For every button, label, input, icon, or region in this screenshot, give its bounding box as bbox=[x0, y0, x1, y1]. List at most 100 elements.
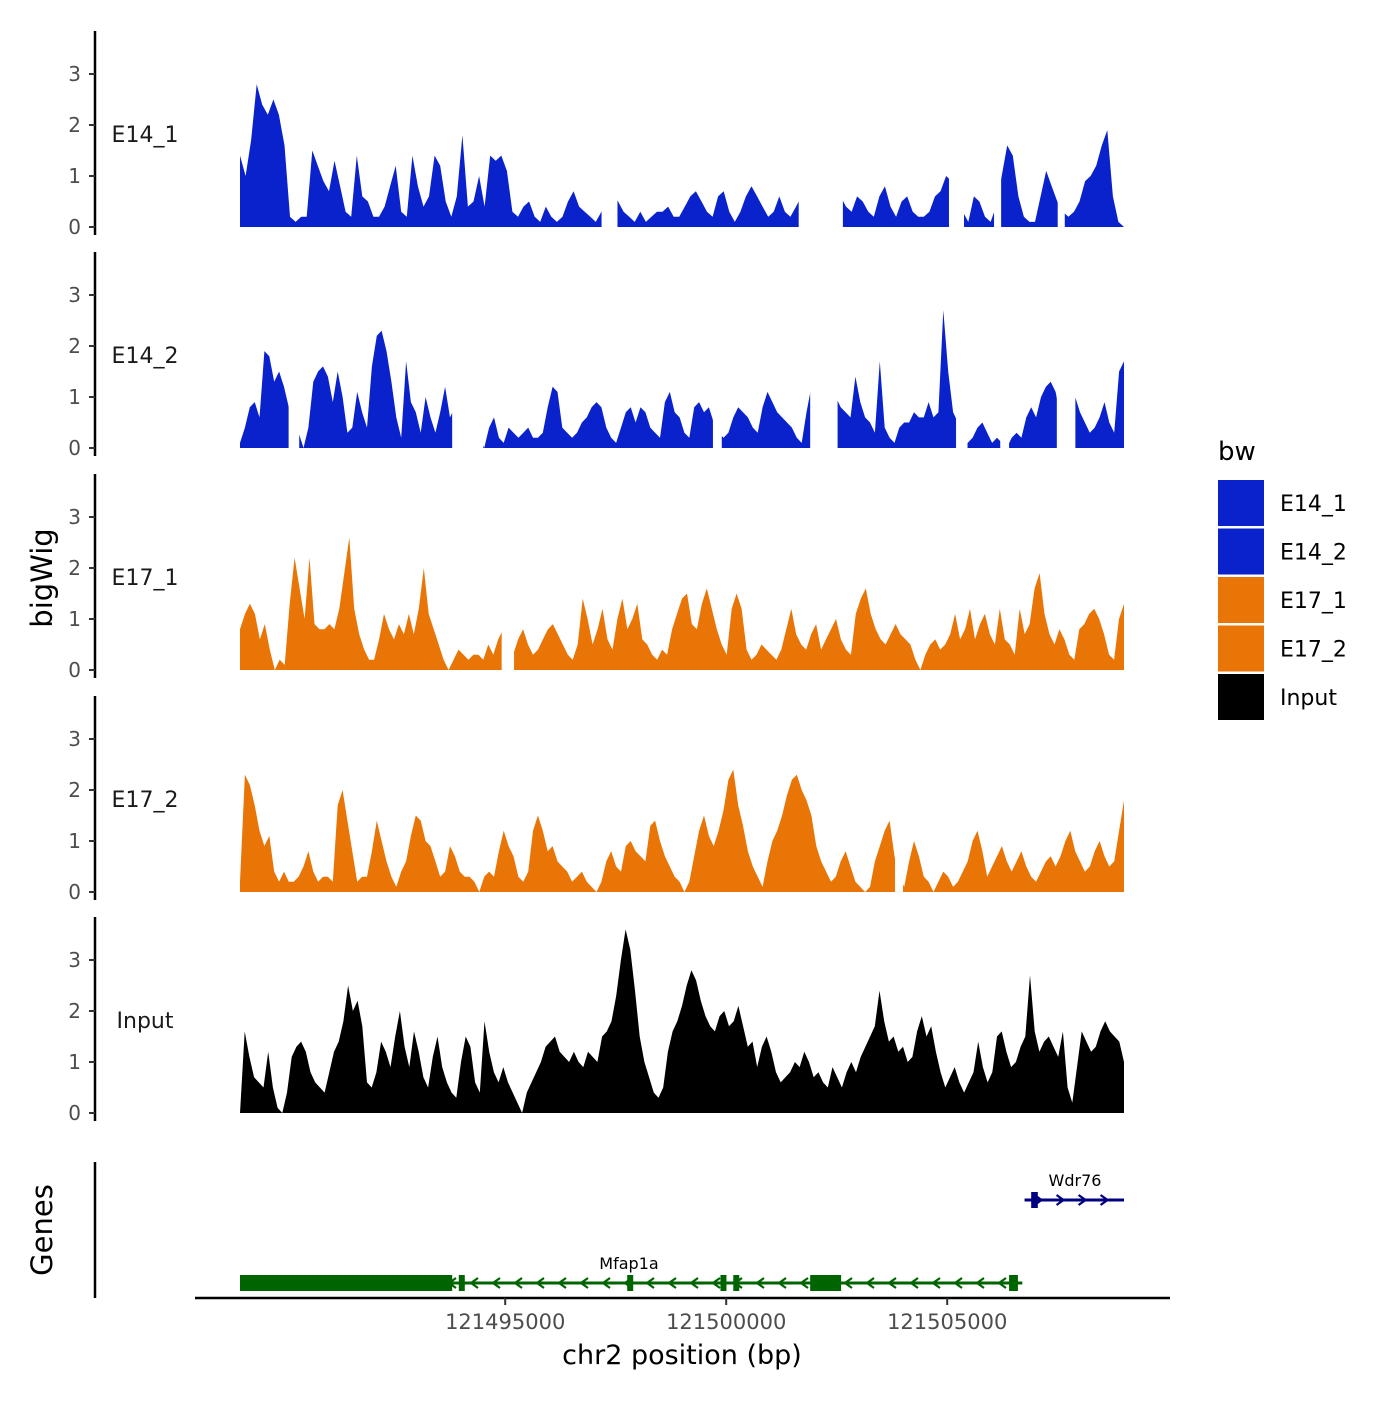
gene-exon bbox=[627, 1275, 634, 1291]
y-tick-label: 3 bbox=[68, 727, 81, 751]
legend-swatch-input bbox=[1218, 674, 1264, 720]
strand-arrow bbox=[777, 1277, 787, 1289]
strand-arrow bbox=[491, 1277, 501, 1289]
track-e17-2: 0 1 2 3 E17_2 bbox=[68, 692, 1124, 904]
gene-exon bbox=[733, 1275, 740, 1291]
y-tick-label: 3 bbox=[68, 283, 81, 307]
strand-arrow bbox=[645, 1277, 655, 1289]
legend-label-e14-2: E14_2 bbox=[1280, 541, 1347, 566]
strand-arrow bbox=[865, 1277, 875, 1289]
coverage-gap-e14-2 bbox=[1000, 248, 1010, 449]
strand-arrow bbox=[931, 1277, 941, 1289]
strand-arrow bbox=[667, 1277, 677, 1289]
strand-arrow bbox=[1099, 1194, 1110, 1206]
coverage-gap-e14-2 bbox=[712, 248, 722, 449]
y-tick-label: 2 bbox=[68, 113, 81, 137]
strand-arrow bbox=[513, 1277, 523, 1289]
track-e14-1: 0 1 2 3 E14_1 bbox=[68, 27, 1124, 239]
y-tick-label: 0 bbox=[68, 436, 81, 460]
x-axis-title: chr2 position (bp) bbox=[562, 1340, 802, 1371]
legend-swatch-e14-1 bbox=[1218, 480, 1264, 526]
gene-exon bbox=[458, 1275, 465, 1291]
y-tick-label: 0 bbox=[68, 215, 81, 239]
area-e14-1 bbox=[240, 84, 1124, 227]
gene-exon bbox=[240, 1275, 453, 1291]
strand-arrow bbox=[843, 1277, 853, 1289]
coverage-gap-e14-2 bbox=[288, 248, 300, 449]
strand-arrow bbox=[689, 1277, 699, 1289]
legend-label-input: Input bbox=[1280, 686, 1337, 711]
strand-arrow bbox=[557, 1277, 567, 1289]
y-tick-label: 2 bbox=[68, 999, 81, 1023]
strand-arrow bbox=[799, 1277, 809, 1289]
y-tick-label: 2 bbox=[68, 778, 81, 802]
coverage-gap-e14-1 bbox=[948, 27, 964, 228]
gene-exon bbox=[810, 1275, 842, 1291]
x-tick-label: 121500000 bbox=[666, 1310, 786, 1334]
legend-label-e17-1: E17_1 bbox=[1280, 589, 1347, 614]
y-tick-label: 0 bbox=[68, 1101, 81, 1125]
legend-swatch-e17-1 bbox=[1218, 577, 1264, 623]
y-axis-label-genes: Genes bbox=[25, 1184, 59, 1276]
coverage-gap-e14-1 bbox=[601, 27, 618, 228]
gene-label-wdr76: Wdr76 bbox=[1049, 1171, 1102, 1190]
y-tick-label: 0 bbox=[68, 658, 81, 682]
coverage-gap-e17-1 bbox=[501, 470, 515, 671]
y-tick-label: 3 bbox=[68, 505, 81, 529]
y-tick-label: 1 bbox=[68, 829, 81, 853]
coverage-gap-e14-2 bbox=[452, 248, 484, 449]
strand-arrow bbox=[535, 1277, 545, 1289]
coverage-gap-e14-1 bbox=[798, 27, 843, 228]
track-label-e17-1: E17_1 bbox=[112, 566, 179, 591]
track-label-e14-2: E14_2 bbox=[112, 344, 179, 369]
strand-arrow bbox=[469, 1277, 479, 1289]
strand-arrow bbox=[997, 1277, 1007, 1289]
legend: bw E14_1 E14_2 E17_1 E17_2 Input bbox=[1218, 437, 1347, 720]
y-tick-label: 3 bbox=[68, 948, 81, 972]
strand-arrow bbox=[953, 1277, 963, 1289]
track-label-e17-2: E17_2 bbox=[112, 788, 179, 813]
coverage-gap-e14-2 bbox=[1056, 248, 1076, 449]
coverage-gap-e17-2 bbox=[895, 692, 903, 893]
gene-exon bbox=[1009, 1275, 1018, 1291]
area-e14-2 bbox=[240, 310, 1124, 448]
strand-arrow bbox=[887, 1277, 897, 1289]
area-e17-2 bbox=[240, 769, 1124, 892]
coverage-gap-e14-1 bbox=[1057, 27, 1065, 228]
x-axis: 121495000 121500000 121505000 bbox=[195, 1296, 1170, 1334]
y-axis-label-bigwig: bigWig bbox=[25, 528, 59, 627]
track-e17-1: 0 1 2 3 E17_1 bbox=[68, 470, 1124, 682]
gene-mfap1a: Mfap1a bbox=[240, 1254, 1023, 1291]
x-tick-label: 121495000 bbox=[445, 1310, 565, 1334]
track-e14-2: 0 1 2 3 E14_2 bbox=[68, 248, 1124, 460]
gene-wdr76: Wdr76 bbox=[1024, 1171, 1124, 1208]
y-tick-label: 2 bbox=[68, 334, 81, 358]
gene-track: Mfap1a Wdr76 bbox=[93, 1162, 1124, 1298]
strand-arrow bbox=[1077, 1194, 1088, 1206]
gene-label-mfap1a: Mfap1a bbox=[599, 1254, 658, 1273]
y-tick-label: 1 bbox=[68, 607, 81, 631]
strand-arrow bbox=[601, 1277, 611, 1289]
strand-arrow bbox=[579, 1277, 589, 1289]
strand-arrow bbox=[711, 1277, 721, 1289]
y-tick-label: 3 bbox=[68, 62, 81, 86]
y-tick-label: 1 bbox=[68, 164, 81, 188]
legend-swatch-e17-2 bbox=[1218, 625, 1264, 672]
coverage-gap-e14-2 bbox=[956, 248, 968, 449]
gene-exon bbox=[1031, 1192, 1038, 1208]
bigwig-tracks: 0 1 2 3 E14_1 0 1 2 3 E14_2 0 1 2 3 E17_1 0 1 2 3 E17_2 0 1 2 3… bbox=[68, 27, 1124, 1125]
y-tick-label: 0 bbox=[68, 880, 81, 904]
area-input bbox=[240, 929, 1124, 1113]
y-tick-label: 1 bbox=[68, 385, 81, 409]
legend-title: bw bbox=[1218, 437, 1256, 467]
area-e17-1 bbox=[240, 537, 1124, 670]
legend-swatch-e14-2 bbox=[1218, 528, 1264, 575]
strand-arrow bbox=[755, 1277, 765, 1289]
y-tick-label: 2 bbox=[68, 556, 81, 580]
strand-arrow bbox=[909, 1277, 919, 1289]
x-tick-label: 121505000 bbox=[887, 1310, 1007, 1334]
coverage-gap-e14-1 bbox=[994, 27, 1002, 228]
strand-arrow bbox=[1055, 1194, 1066, 1206]
coverage-gap-e14-2 bbox=[810, 248, 838, 449]
